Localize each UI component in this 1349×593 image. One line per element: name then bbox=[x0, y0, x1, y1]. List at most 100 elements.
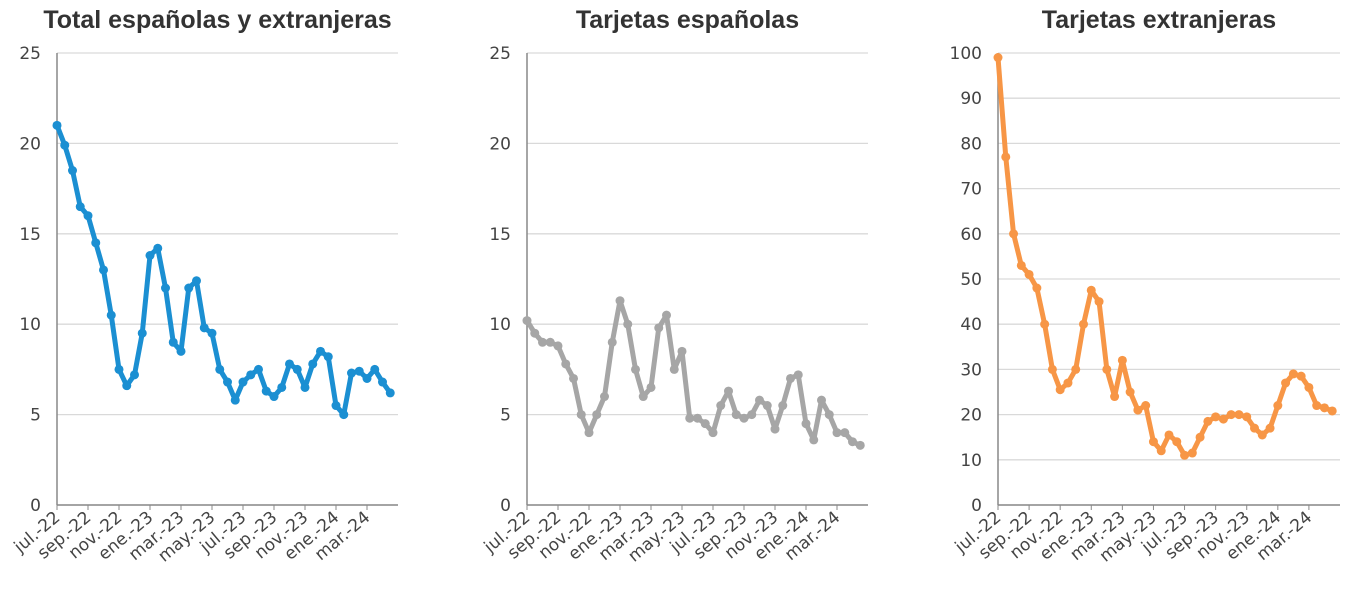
point bbox=[809, 435, 819, 445]
point bbox=[1180, 450, 1190, 460]
point bbox=[600, 392, 609, 402]
point bbox=[817, 395, 826, 405]
y-tick-label: 5 bbox=[30, 406, 41, 426]
plot: 0510152025jul.-22sep.-22nov.-22ene.-23ma… bbox=[480, 44, 868, 566]
plot: 0510152025jul.-22sep.-22nov.-22ene.-23ma… bbox=[10, 44, 398, 566]
point bbox=[1234, 410, 1244, 420]
y-tick-label: 80 bbox=[960, 134, 982, 154]
point bbox=[1312, 401, 1322, 411]
point bbox=[1164, 430, 1174, 440]
point bbox=[584, 428, 594, 438]
point bbox=[786, 373, 795, 383]
point bbox=[623, 319, 633, 329]
point bbox=[685, 413, 695, 423]
point bbox=[1079, 319, 1088, 329]
point bbox=[1242, 412, 1252, 422]
y-tick-label: 10 bbox=[19, 315, 41, 335]
point bbox=[1203, 416, 1213, 426]
point bbox=[646, 382, 656, 392]
point bbox=[724, 386, 733, 396]
point bbox=[1024, 269, 1034, 279]
y-tick-label: 10 bbox=[489, 315, 511, 335]
point bbox=[91, 238, 101, 248]
point bbox=[1001, 152, 1011, 162]
point bbox=[1055, 385, 1065, 395]
point bbox=[1273, 401, 1283, 411]
point bbox=[385, 388, 395, 398]
y-tick-label: 10 bbox=[960, 451, 982, 471]
point bbox=[1047, 364, 1057, 374]
point bbox=[114, 364, 124, 374]
point bbox=[323, 352, 333, 362]
point bbox=[122, 381, 132, 391]
point bbox=[654, 323, 664, 333]
point bbox=[246, 370, 256, 380]
point bbox=[1063, 378, 1073, 388]
y-tick-label: 0 bbox=[500, 496, 511, 516]
point bbox=[1257, 430, 1267, 440]
point bbox=[1265, 423, 1275, 433]
point bbox=[824, 410, 834, 420]
point bbox=[68, 166, 77, 176]
point bbox=[285, 359, 294, 369]
point bbox=[576, 410, 586, 420]
point bbox=[848, 437, 857, 447]
point bbox=[1086, 285, 1096, 295]
point bbox=[339, 410, 349, 420]
point bbox=[561, 359, 571, 369]
point bbox=[1304, 382, 1314, 392]
point bbox=[1172, 437, 1182, 447]
point bbox=[669, 364, 679, 374]
point bbox=[230, 395, 240, 405]
point bbox=[238, 377, 248, 387]
y-tick-label: 50 bbox=[960, 270, 982, 290]
point bbox=[1071, 364, 1081, 374]
point bbox=[362, 373, 372, 383]
point bbox=[1187, 448, 1197, 458]
y-tick-label: 40 bbox=[960, 315, 982, 335]
point bbox=[638, 392, 648, 402]
chart-title: Tarjetas extranjeras bbox=[1042, 6, 1276, 34]
point bbox=[677, 346, 687, 356]
point bbox=[223, 377, 232, 387]
point bbox=[1319, 403, 1329, 413]
point bbox=[1195, 432, 1205, 442]
y-tick-label: 20 bbox=[960, 406, 982, 426]
chart-title: Total españolas y extranjeras bbox=[43, 6, 391, 34]
point bbox=[1327, 406, 1337, 416]
y-tick-label: 20 bbox=[19, 134, 41, 154]
chart-title: Tarjetas españolas bbox=[576, 6, 799, 34]
point bbox=[662, 310, 671, 320]
point bbox=[522, 316, 532, 326]
point bbox=[207, 328, 217, 338]
point bbox=[316, 346, 325, 356]
point bbox=[370, 364, 380, 374]
point bbox=[708, 428, 718, 438]
point bbox=[106, 310, 116, 320]
point bbox=[1281, 378, 1291, 388]
point bbox=[83, 211, 93, 221]
point bbox=[770, 424, 780, 434]
y-tick-label: 25 bbox=[19, 44, 41, 64]
point bbox=[840, 428, 850, 438]
point bbox=[347, 368, 356, 378]
point bbox=[176, 346, 186, 356]
point bbox=[1102, 364, 1112, 374]
point bbox=[354, 366, 364, 376]
point bbox=[731, 410, 741, 420]
point bbox=[1009, 229, 1019, 239]
point bbox=[1141, 401, 1151, 411]
series-line bbox=[995, 57, 1334, 458]
point bbox=[215, 364, 225, 374]
point bbox=[631, 364, 640, 374]
point bbox=[1218, 414, 1228, 424]
point bbox=[747, 410, 757, 420]
y-tick-label: 15 bbox=[489, 225, 511, 245]
point bbox=[739, 413, 749, 423]
point bbox=[993, 53, 1003, 63]
point bbox=[331, 401, 341, 411]
y-tick-label: 0 bbox=[971, 496, 982, 516]
point bbox=[778, 401, 788, 411]
point bbox=[801, 419, 811, 429]
y-tick-label: 90 bbox=[960, 89, 982, 109]
